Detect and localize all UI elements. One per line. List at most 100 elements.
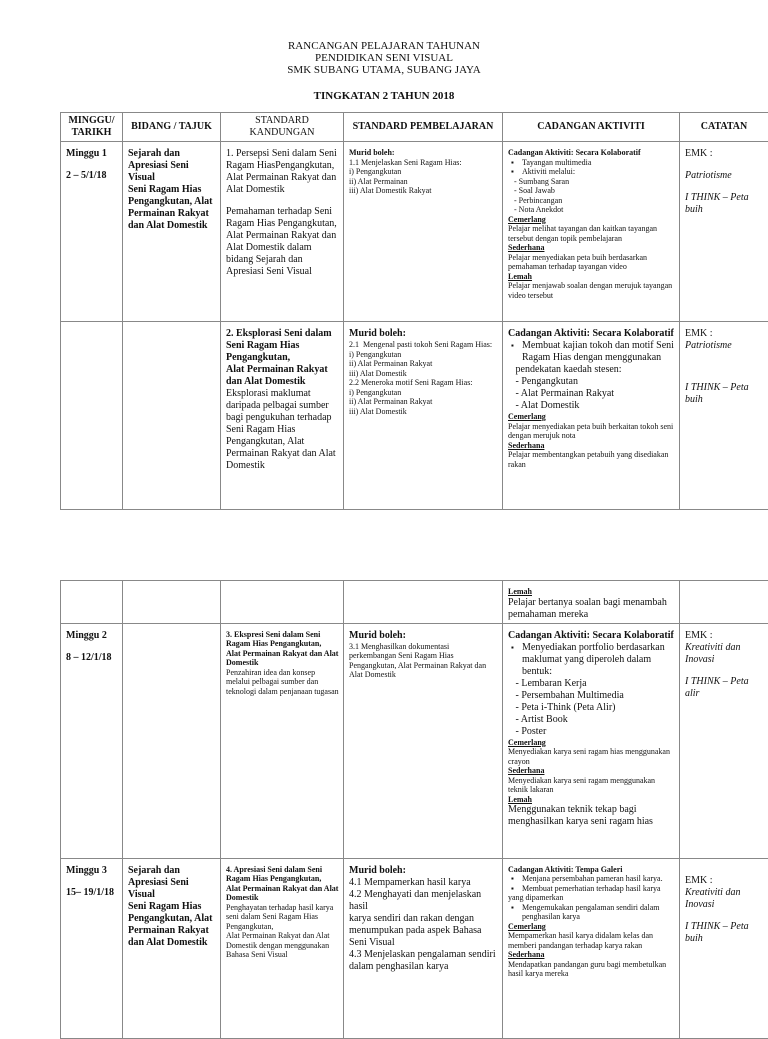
cell-text: Patriotisme: [685, 170, 764, 182]
cell-text: - Lembaran Kerja: [508, 678, 675, 690]
cell-text: iii) Alat Domestik Rakyat: [349, 186, 498, 196]
cell-text: ii) Alat Permainan: [349, 177, 498, 187]
cell-text: Cadangan Aktiviti: Secara Kolaboratif: [508, 328, 675, 340]
cell-text: iii) Alat Domestik: [349, 407, 498, 417]
cell-text: Lemah: [508, 587, 675, 597]
cell-text: karya sendiri dan rakan dengan menumpuka…: [349, 913, 498, 949]
cell-aktiviti: Cadangan Aktiviti: Secara Kolaboratif Men…: [503, 623, 680, 858]
cell-text: ii) Alat Permainan Rakyat: [349, 359, 498, 369]
cell-text: 8 – 12/1/18: [66, 652, 118, 664]
cell-text: I THINK – Peta buih: [685, 382, 764, 406]
cell-text: - Alat Domestik: [508, 400, 675, 412]
cell-text: Pelajar menjawab soalan dengan merujuk t…: [508, 281, 675, 300]
cell-text: [685, 372, 764, 382]
cell-text: - Alat Permainan Rakyat: [508, 388, 675, 400]
cell-text: EMK :: [685, 630, 764, 642]
cell-text: [685, 362, 764, 372]
cell-text: Murid boleh:: [349, 865, 498, 877]
cell-text: EMK :: [685, 875, 764, 887]
cell-text: [685, 352, 764, 362]
cell-text: Mendapatkan pandangan guru bagi membetul…: [508, 960, 675, 979]
cell-text: Pelajar bertanya soalan bagi menambah pe…: [508, 597, 675, 621]
cell-kandungan: 3. Ekspresi Seni dalam Seni Ragam Hias P…: [221, 623, 344, 858]
cell-text: i) Pengangkutan: [349, 350, 498, 360]
cell-text: Penghayatan terhadap hasil karya seni da…: [226, 903, 339, 932]
cell-text: Seni Ragam Hias Pengangkutan, Alat Perma…: [128, 184, 216, 232]
cell-text: Sederhana: [508, 441, 675, 451]
cell-text: - Sumbang Saran: [508, 177, 675, 187]
cell-text: I THINK – Peta alir: [685, 676, 764, 700]
cell-text: - Nota Anekdot: [508, 205, 675, 215]
cell-text: - Peta i-Think (Peta Alir): [508, 702, 675, 714]
cell-text: Alat Permainan Rakyat dan Alat Domestik: [226, 649, 339, 668]
cell-kandungan: 1. Persepsi Seni dalam Seni Ragam HiasPe…: [221, 142, 344, 322]
cell-text: I THINK – Peta buih: [685, 192, 764, 216]
cell-text: - Artist Book: [508, 714, 675, 726]
cell-minggu: [61, 581, 123, 624]
cell-text: [685, 182, 764, 192]
cell-text: [66, 642, 118, 652]
cell-text: EMK :: [685, 328, 764, 340]
col-standard-pembelajaran: STANDARD PEMBELAJARAN: [344, 113, 503, 142]
cell-text: Minggu 1: [66, 148, 118, 160]
cell-text: 4. Apresiasi Seni dalam Seni Ragam Hias …: [226, 865, 339, 884]
cell-text: [685, 865, 764, 875]
cell-text: - Perbincangan: [508, 196, 675, 206]
cell-text: Sederhana: [508, 243, 675, 253]
doc-title-line2: PENDIDIKAN SENI VISUAL: [0, 52, 768, 64]
cell-text: [685, 160, 764, 170]
cell-text: pendekatan kaedah stesen:: [508, 364, 675, 376]
cell-text: Sederhana: [508, 950, 675, 960]
cell-text: Eksplorasi maklumat daripada pelbagai su…: [226, 388, 339, 472]
cell-text: 15– 19/1/18: [66, 887, 118, 899]
cell-text: Seni Ragam Hias Pengangkutan,: [226, 340, 339, 364]
cell-text: Minggu 2: [66, 630, 118, 642]
cell-text: Cemerlang: [508, 215, 675, 225]
cell-text: [66, 877, 118, 887]
cell-text: ii) Alat Permainan Rakyat: [349, 397, 498, 407]
cell-text: 2.1 Mengenal pasti tokoh Seni Ragam Hias…: [349, 340, 498, 350]
cell-text: Lemah: [508, 272, 675, 282]
cell-text: Menyediakan karya seni ragam hias menggu…: [508, 747, 675, 766]
cell-text: iii) Alat Domestik: [349, 369, 498, 379]
cell-text: 4.2 Menghayati dan menjelaskan hasil: [349, 889, 498, 913]
table-row: Minggu 2 8 – 12/1/18 3. Ekspresi Seni dala…: [61, 623, 768, 858]
cell-text: Murid boleh:: [349, 328, 498, 340]
col-catatan: CATATAN: [680, 113, 768, 142]
cell-text: Mempamerkan hasil karya didalam kelas da…: [508, 931, 675, 950]
cell-text: Menggunakan teknik tekap bagi menghasilk…: [508, 804, 675, 828]
cell-text: Cadangan Aktiviti: Tempa Galeri: [508, 865, 675, 875]
cell-text: [226, 196, 339, 206]
col-standard-kandungan: STANDARD KANDUNGAN: [221, 113, 344, 142]
cell-text: Cadangan Aktiviti: Secara Kolaboratif: [508, 630, 675, 642]
cell-text: 2.2 Meneroka motif Seni Ragam Hias:: [349, 378, 498, 388]
cell-text: Alat Permainan Rakyat dan Alat Domestik: [226, 364, 339, 388]
cell-text: Pelajar menyediakan peta buih berkaitan …: [508, 422, 675, 441]
cell-text: [685, 666, 764, 676]
cell-pembelajaran: Murid boleh:3.1 Menghasilkan dokumentasi…: [344, 623, 503, 858]
cell-text: - Persembahan Multimedia: [508, 690, 675, 702]
cell-text: 2. Eksplorasi Seni dalam: [226, 328, 339, 340]
cell-text: Seni Ragam Hias Pengangkutan, Alat Perma…: [128, 901, 216, 949]
cell-text: Aktiviti melalui:: [508, 167, 675, 177]
cell-text: [66, 160, 118, 170]
cell-text: 1. Persepsi Seni dalam Seni Ragam HiasPe…: [226, 148, 339, 196]
cell-text: Mengemukakan pengalaman sendiri dalam pe…: [508, 903, 675, 922]
col-minggu: MINGGU/ TARIKH: [61, 113, 123, 142]
cell-text: Sejarah dan Apresiasi Seni Visual: [128, 148, 216, 184]
cell-aktiviti: Cadangan Aktiviti: Secara KolaboratifMem…: [503, 322, 680, 510]
cell-text: Lemah: [508, 795, 675, 805]
cell-text: Murid boleh:: [349, 148, 498, 158]
cell-aktiviti: Cadangan Aktiviti: Secara KolaboratifTay…: [503, 142, 680, 322]
cell-text: Alat Permainan Rakyat dan Alat Domestik: [226, 884, 339, 903]
